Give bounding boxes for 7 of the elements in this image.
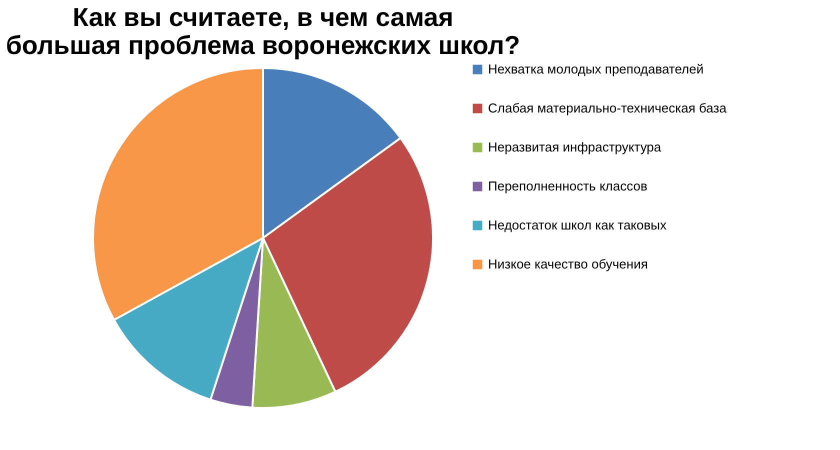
legend-label: Недостаток школ как таковых: [488, 218, 667, 232]
chart-title: Как вы считаете, в чем самая большая проблема воронежских школ?: [6, 2, 520, 60]
legend-label: Слабая материально-техническая база: [488, 100, 728, 116]
legend-label: Переполненность классов: [488, 178, 648, 194]
legend-label: Низкое качество обучения: [488, 256, 648, 272]
legend-label: Неразвитая инфраструктура: [488, 140, 662, 154]
legend-label: Нехватка молодых преподавателей: [488, 62, 704, 76]
